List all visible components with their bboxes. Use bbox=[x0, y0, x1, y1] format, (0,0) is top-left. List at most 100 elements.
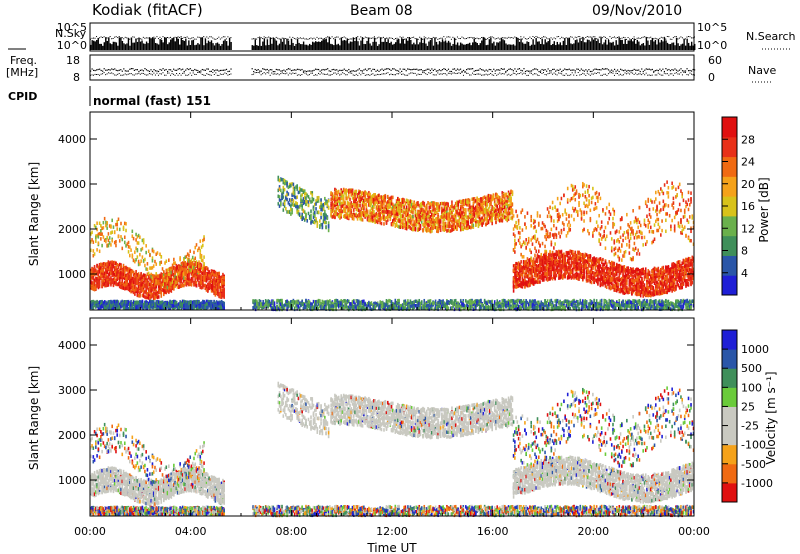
freq-frame bbox=[90, 55, 694, 80]
nave-point bbox=[274, 73, 275, 74]
nsky-bar bbox=[318, 41, 319, 50]
nsky-bar bbox=[365, 44, 366, 50]
freq-point bbox=[140, 70, 141, 71]
nsearch-point bbox=[674, 36, 675, 37]
nsky-bar bbox=[625, 39, 626, 50]
freq-point bbox=[298, 69, 299, 70]
nsky-bar bbox=[143, 43, 144, 50]
power-cell bbox=[133, 237, 135, 241]
nave-point bbox=[641, 74, 642, 75]
nsearch-point bbox=[205, 38, 206, 39]
nave-point bbox=[138, 73, 139, 74]
nsky-bar bbox=[357, 41, 358, 50]
nave-point bbox=[520, 72, 521, 73]
freq-point bbox=[381, 68, 382, 69]
nsearch-point bbox=[229, 39, 230, 40]
nsearch-point bbox=[567, 38, 568, 39]
nave-point bbox=[508, 74, 509, 75]
nsearch-point bbox=[425, 37, 426, 38]
nsky-bar bbox=[202, 37, 203, 50]
nave-point bbox=[620, 74, 621, 75]
power-cell bbox=[118, 217, 120, 221]
freq-point bbox=[440, 70, 441, 71]
nave-point bbox=[504, 73, 505, 74]
nsky-bar bbox=[153, 38, 154, 50]
freq-point bbox=[378, 71, 379, 72]
nave-point bbox=[162, 72, 163, 73]
nave-point bbox=[303, 72, 304, 73]
nsky-bar bbox=[517, 38, 518, 50]
nave-point bbox=[273, 74, 274, 75]
freq-point bbox=[582, 70, 583, 71]
freq-point bbox=[114, 68, 115, 69]
nsearch-point bbox=[649, 37, 650, 38]
freq-point bbox=[122, 71, 123, 72]
nsky-bar bbox=[101, 44, 102, 50]
nsky-bar bbox=[208, 41, 209, 50]
power-cell bbox=[328, 199, 330, 203]
nsky-bar bbox=[436, 42, 437, 50]
nsky-bar bbox=[140, 42, 141, 50]
nave-point bbox=[625, 72, 626, 73]
nave-point bbox=[258, 72, 259, 73]
nsky-bar bbox=[309, 44, 310, 50]
nave-point bbox=[564, 75, 565, 76]
nave-point bbox=[150, 74, 151, 75]
nsearch-point bbox=[629, 39, 630, 40]
freq-point bbox=[119, 70, 120, 71]
nsearch-point bbox=[554, 37, 555, 38]
freq-point bbox=[120, 69, 121, 70]
freq-point bbox=[587, 71, 588, 72]
nsearch-point bbox=[152, 39, 153, 40]
nsky-bar bbox=[368, 37, 369, 50]
power-cell bbox=[124, 241, 126, 245]
nsky-bar bbox=[489, 39, 490, 50]
freq-point bbox=[294, 69, 295, 70]
freq-point bbox=[650, 69, 651, 70]
nave-point bbox=[511, 74, 512, 75]
power-cell bbox=[172, 270, 174, 274]
freq-point bbox=[442, 69, 443, 70]
nsky-bar bbox=[117, 46, 118, 50]
nsearch-point bbox=[401, 37, 402, 38]
nsearch-point bbox=[137, 38, 138, 39]
nsearch-point bbox=[190, 38, 191, 39]
freq-point bbox=[563, 70, 564, 71]
nave-point bbox=[653, 72, 654, 73]
nave-point bbox=[475, 74, 476, 75]
nsky-bar bbox=[634, 39, 635, 50]
nsearch-point bbox=[652, 38, 653, 39]
nsky-bar bbox=[400, 43, 401, 50]
freq-panel: Freq. [MHz] 18 8 60 0 Nave bbox=[6, 54, 776, 84]
freq-point bbox=[637, 70, 638, 71]
nave-point bbox=[468, 73, 469, 74]
nsky-bar bbox=[369, 43, 370, 50]
nsearch-point bbox=[354, 38, 355, 39]
freq-point bbox=[522, 70, 523, 71]
power-cell bbox=[158, 295, 160, 299]
nsearch-point bbox=[474, 37, 475, 38]
freq-point bbox=[217, 69, 218, 70]
freq-point bbox=[162, 68, 163, 69]
power-cell bbox=[308, 204, 310, 208]
power-cell bbox=[155, 262, 157, 266]
nsky-bar bbox=[513, 44, 514, 50]
nsearch-point bbox=[523, 37, 524, 38]
nsearch-point bbox=[634, 36, 635, 37]
nsky-bar bbox=[185, 39, 186, 50]
freq-point bbox=[614, 69, 615, 70]
nsky-bar bbox=[313, 42, 314, 50]
nsky-bar bbox=[199, 44, 200, 50]
nsky-bar bbox=[535, 38, 536, 50]
nsearch-point bbox=[122, 37, 123, 38]
nsky-bar bbox=[380, 37, 381, 50]
nsearch-point bbox=[283, 38, 284, 39]
power-cell bbox=[119, 239, 121, 243]
freq-point bbox=[280, 70, 281, 71]
nave-point bbox=[344, 73, 345, 74]
freq-point bbox=[108, 69, 109, 70]
freq-point bbox=[209, 71, 210, 72]
nsky-bar bbox=[129, 46, 130, 50]
nsky-bar bbox=[301, 44, 302, 50]
nsky-bar bbox=[555, 45, 556, 50]
